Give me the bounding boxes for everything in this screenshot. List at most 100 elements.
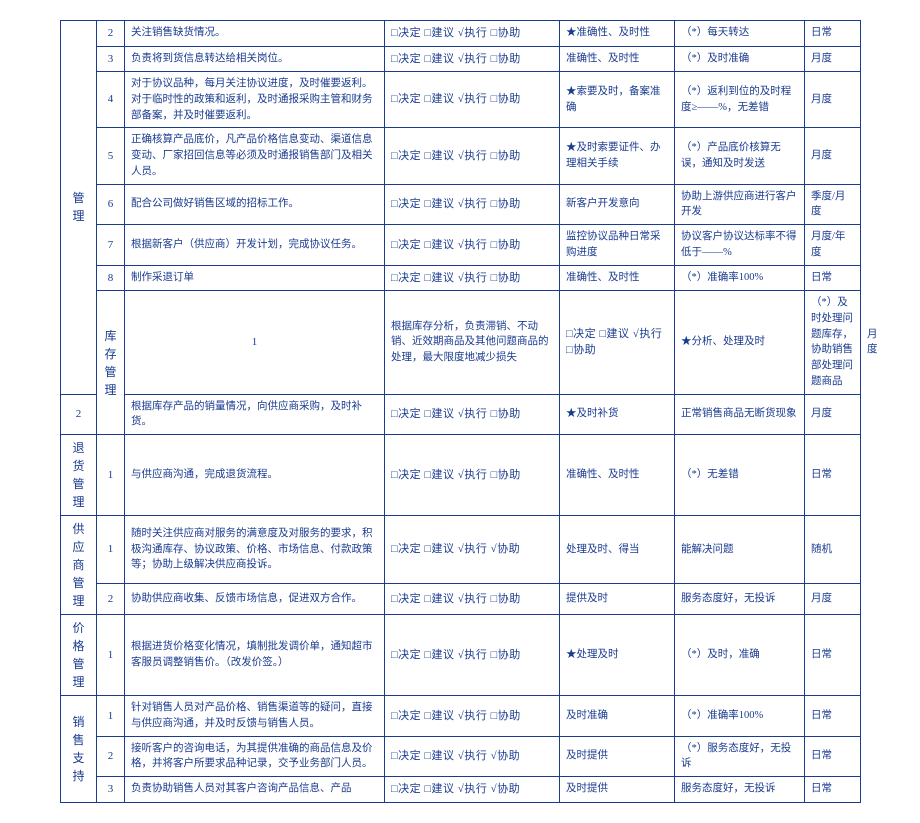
action-cell: □决定 □建议 √执行 □协助 bbox=[385, 265, 560, 291]
freq-cell: 日常 bbox=[805, 21, 861, 47]
note-cell: （*）准确率100% bbox=[675, 265, 805, 291]
num-cell: 1 bbox=[97, 435, 125, 516]
num-cell: 1 bbox=[97, 615, 125, 696]
table-row: 2协助供应商收集、反馈市场信息，促进双方合作。□决定 □建议 √执行 □协助提供… bbox=[61, 584, 861, 615]
note-cell: （*）服务态度好，无投诉 bbox=[675, 736, 805, 777]
freq-cell: 月度 bbox=[805, 46, 861, 72]
desc-cell: 根据新客户（供应商）开发计划，完成协议任务。 bbox=[125, 225, 385, 266]
action-cell: □决定 □建议 √执行 □协助 bbox=[385, 128, 560, 184]
num-cell: 4 bbox=[97, 72, 125, 128]
num-cell: 5 bbox=[97, 128, 125, 184]
note-cell: （*）及时处理问题库存，协助销售部处理问题商品 bbox=[805, 291, 861, 395]
table-row: 退货管理1与供应商沟通，完成退货流程。□决定 □建议 √执行 □协助准确性、及时… bbox=[61, 435, 861, 516]
num-cell: 2 bbox=[97, 21, 125, 47]
action-cell: □决定 □建议 √执行 □协助 bbox=[385, 21, 560, 47]
note-cell: （*）每天转达 bbox=[675, 21, 805, 47]
desc-cell: 正确核算产品底价，凡产品价格信息变动、渠道信息变动、厂家招回信息等必须及时通报销… bbox=[125, 128, 385, 184]
standard-cell: ★及时补货 bbox=[560, 394, 675, 435]
table-row: 2 根据库存产品的销量情况，向供应商采购，及时补货。□决定 □建议 √执行 □协助… bbox=[61, 394, 861, 435]
desc-cell: 协助供应商收集、反馈市场信息，促进双方合作。 bbox=[125, 584, 385, 615]
note-cell: （*）准确率100% bbox=[675, 696, 805, 737]
action-cell: □决定 □建议 √执行 □协助 bbox=[385, 394, 560, 435]
num-cell: 6 bbox=[97, 184, 125, 225]
note-cell: 服务态度好，无投诉 bbox=[675, 777, 805, 803]
table-row: 管理2关注销售缺货情况。□决定 □建议 √执行 □协助★准确性、及时性（*）每天… bbox=[61, 21, 861, 47]
standard-cell: 新客户开发意向 bbox=[560, 184, 675, 225]
desc-cell: 配合公司做好销售区域的招标工作。 bbox=[125, 184, 385, 225]
standard-cell: 提供及时 bbox=[560, 584, 675, 615]
freq-cell: 日常 bbox=[805, 435, 861, 516]
action-cell: □决定 □建议 √执行 √协助 bbox=[385, 736, 560, 777]
note-cell: （*）无差错 bbox=[675, 435, 805, 516]
action-cell: □决定 □建议 √执行 □协助 bbox=[385, 584, 560, 615]
desc-cell: 根据进货价格变化情况，填制批发调价单，通知超市客服员调整销售价。（改发价签。） bbox=[125, 615, 385, 696]
category-cell: 退货管理 bbox=[61, 435, 97, 516]
table-row: 销售支持1针对销售人员对产品价格、销售渠道等的疑问，直接与供应商沟通，并及时反馈… bbox=[61, 696, 861, 737]
desc-cell: 根据库存分析，负责滞销、不动销、近效期商品及其他问题商品的处理，最大限度地减少损… bbox=[385, 291, 560, 395]
num-cell: 1 bbox=[97, 696, 125, 737]
standard-cell: ★及时索要证件、办理相关手续 bbox=[560, 128, 675, 184]
note-cell: 服务态度好，无投诉 bbox=[675, 584, 805, 615]
note-cell: （*）及时准确 bbox=[675, 46, 805, 72]
action-cell: □决定 □建议 √执行 □协助 bbox=[385, 435, 560, 516]
standard-cell: 及时提供 bbox=[560, 736, 675, 777]
note-cell: 正常销售商品无断货现象 bbox=[675, 394, 805, 435]
freq-cell: 月度 bbox=[805, 584, 861, 615]
standard-cell: 处理及时、得当 bbox=[560, 516, 675, 584]
table-row: 2接听客户的咨询电话，为其提供准确的商品信息及价格，并将客户所要求品种记录，交予… bbox=[61, 736, 861, 777]
freq-cell: 日常 bbox=[805, 615, 861, 696]
freq-cell: 日常 bbox=[805, 736, 861, 777]
action-cell: □决定 □建议 √执行 √协助 bbox=[385, 516, 560, 584]
category-cell: 销售支持 bbox=[61, 696, 97, 803]
num-cell: 2 bbox=[97, 584, 125, 615]
freq-cell: 月度 bbox=[805, 128, 861, 184]
standard-cell: 准确性、及时性 bbox=[560, 46, 675, 72]
table-row: 4对于协议品种，每月关注协议进度，及时催要返利。对于临时性的政策和返利，及时通报… bbox=[61, 72, 861, 128]
action-cell: □决定 □建议 √执行 □协助 bbox=[385, 46, 560, 72]
desc-cell: 接听客户的咨询电话，为其提供准确的商品信息及价格，并将客户所要求品种记录，交予业… bbox=[125, 736, 385, 777]
action-cell: □决定 □建议 √执行 √协助 bbox=[385, 777, 560, 803]
num-cell: 3 bbox=[97, 46, 125, 72]
num-cell: 2 bbox=[97, 736, 125, 777]
note-cell: （*）产品底价核算无误，通知及时发送 bbox=[675, 128, 805, 184]
desc-cell: 根据库存产品的销量情况，向供应商采购，及时补货。 bbox=[125, 394, 385, 435]
standard-cell: ★分析、处理及时 bbox=[675, 291, 805, 395]
desc-cell: 关注销售缺货情况。 bbox=[125, 21, 385, 47]
num-cell: 1 bbox=[125, 291, 385, 395]
standard-cell: 监控协议品种日常采购进度 bbox=[560, 225, 675, 266]
desc-cell: 负责协助销售人员对其客户咨询产品信息、产品 bbox=[125, 777, 385, 803]
num-cell: 2 bbox=[61, 394, 97, 435]
category-cell: 价格管理 bbox=[61, 615, 97, 696]
action-cell: □决定 □建议 √执行 □协助 bbox=[385, 184, 560, 225]
standard-cell: 及时准确 bbox=[560, 696, 675, 737]
desc-cell: 对于协议品种，每月关注协议进度，及时催要返利。对于临时性的政策和返利，及时通报采… bbox=[125, 72, 385, 128]
category-cell: 供应商管理 bbox=[61, 516, 97, 615]
freq-cell: 月度/年度 bbox=[805, 225, 861, 266]
freq-cell: 随机 bbox=[805, 516, 861, 584]
responsibility-table: 管理2关注销售缺货情况。□决定 □建议 √执行 □协助★准确性、及时性（*）每天… bbox=[60, 20, 861, 803]
category-cell: 管理 bbox=[61, 21, 97, 395]
standard-cell: ★准确性、及时性 bbox=[560, 21, 675, 47]
table-row: 6配合公司做好销售区域的招标工作。□决定 □建议 √执行 □协助新客户开发意向协… bbox=[61, 184, 861, 225]
action-cell: □决定 □建议 √执行 □协助 bbox=[385, 696, 560, 737]
table-row: 供应商管理1随时关注供应商对服务的满意度及对服务的要求，积极沟通库存、协议政策、… bbox=[61, 516, 861, 584]
freq-cell: 日常 bbox=[805, 696, 861, 737]
table-row: 7根据新客户（供应商）开发计划，完成协议任务。□决定 □建议 √执行 □协助监控… bbox=[61, 225, 861, 266]
table-row: 库存管理1根据库存分析，负责滞销、不动销、近效期商品及其他问题商品的处理，最大限… bbox=[61, 291, 861, 395]
num-cell: 7 bbox=[97, 225, 125, 266]
action-cell: □决定 □建议 √执行 □协助 bbox=[560, 291, 675, 395]
category-cell: 库存管理 bbox=[97, 291, 125, 435]
freq-cell: 月度 bbox=[805, 394, 861, 435]
standard-cell: ★索要及时，备案准确 bbox=[560, 72, 675, 128]
freq-cell: 季度/月度 bbox=[805, 184, 861, 225]
action-cell: □决定 □建议 √执行 □协助 bbox=[385, 72, 560, 128]
table-row: 3负责协助销售人员对其客户咨询产品信息、产品□决定 □建议 √执行 √协助及时提… bbox=[61, 777, 861, 803]
standard-cell: 准确性、及时性 bbox=[560, 265, 675, 291]
num-cell: 8 bbox=[97, 265, 125, 291]
note-cell: （*）及时，准确 bbox=[675, 615, 805, 696]
freq-cell: 日常 bbox=[805, 265, 861, 291]
desc-cell: 与供应商沟通，完成退货流程。 bbox=[125, 435, 385, 516]
freq-cell: 日常 bbox=[805, 777, 861, 803]
table-row: 8制作采退订单□决定 □建议 √执行 □协助准确性、及时性（*）准确率100%日… bbox=[61, 265, 861, 291]
action-cell: □决定 □建议 √执行 □协助 bbox=[385, 225, 560, 266]
